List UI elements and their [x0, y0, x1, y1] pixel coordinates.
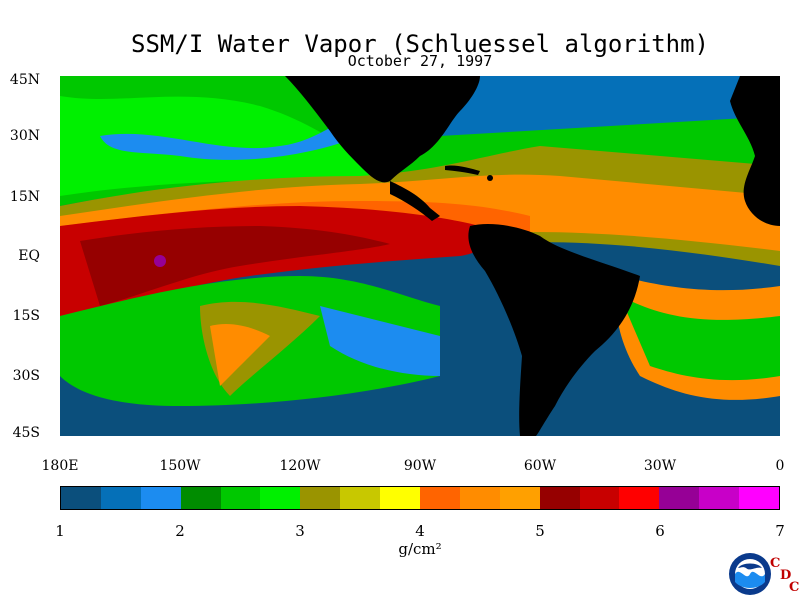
lon-label-0: 0	[775, 458, 785, 474]
colorbar-swatch	[300, 487, 341, 509]
lon-label-120w: 120W	[279, 458, 321, 474]
colorbar-tick-2: 2	[175, 522, 185, 540]
colorbar-swatch	[340, 487, 381, 509]
cdc-letter-d: D	[780, 568, 792, 583]
colorbar-tick-3: 3	[295, 522, 305, 540]
water-vapor-map	[60, 76, 780, 436]
colorbar	[60, 486, 780, 510]
lat-label-eq: EQ	[18, 248, 40, 264]
lat-label-15n: 15N	[9, 189, 40, 205]
colorbar-swatch	[260, 487, 301, 509]
colorbar-swatch	[420, 487, 460, 509]
lat-label-45s: 45S	[12, 425, 40, 441]
lat-label-15s: 15S	[12, 308, 40, 324]
colorbar-swatch	[220, 487, 261, 509]
lat-label-45n: 45N	[9, 72, 40, 88]
lat-label-30s: 30S	[12, 368, 40, 384]
colorbar-swatch	[380, 487, 421, 509]
cdc-letter-c1: C	[770, 556, 781, 571]
colorbar-swatch	[61, 487, 101, 509]
lat-label-30n: 30N	[9, 128, 40, 144]
colorbar-tick-4: 4	[415, 522, 425, 540]
lon-label-30w: 30W	[643, 458, 677, 474]
vapor-patch-north-blue	[100, 116, 360, 160]
colorbar-swatch	[539, 487, 580, 509]
vapor-patch-south-blue	[320, 306, 440, 376]
lon-label-60w: 60W	[523, 458, 557, 474]
colorbar-swatch	[459, 487, 500, 509]
colorbar-swatch	[739, 487, 780, 509]
land-north-america	[285, 76, 480, 183]
map-date: October 27, 1997	[347, 52, 493, 70]
land-hispaniola	[487, 175, 493, 181]
lon-label-180e: 180E	[41, 458, 79, 474]
land-central-america	[390, 181, 440, 221]
land-south-america	[468, 224, 640, 436]
colorbar-swatch	[180, 487, 221, 509]
colorbar-tick-6: 6	[655, 522, 665, 540]
land-cuba	[445, 165, 480, 175]
colorbar-tick-1: 1	[55, 522, 65, 540]
colorbar-swatch	[140, 487, 181, 509]
colorbar-swatch	[579, 487, 620, 509]
colorbar-units: g/cm²	[398, 540, 442, 558]
vapor-spcz-orange	[210, 324, 270, 386]
vapor-band-itcz-core	[80, 226, 390, 306]
vapor-atlantic-south-green	[620, 296, 780, 381]
lon-label-150w: 150W	[159, 458, 201, 474]
colorbar-swatch	[699, 487, 740, 509]
land-africa	[730, 76, 780, 226]
vapor-peak	[154, 255, 166, 267]
colorbar-swatch	[100, 487, 141, 509]
colorbar-swatch	[499, 487, 540, 509]
colorbar-tick-7: 7	[775, 522, 785, 540]
cdc-letter-c2: C	[789, 580, 800, 595]
colorbar-tick-5: 5	[535, 522, 545, 540]
colorbar-swatch	[659, 487, 700, 509]
colorbar-swatch	[619, 487, 660, 509]
map-title: SSM/I Water Vapor (Schluessel algorithm)	[131, 30, 709, 58]
lon-label-90w: 90W	[403, 458, 437, 474]
noaa-logo	[729, 553, 771, 595]
